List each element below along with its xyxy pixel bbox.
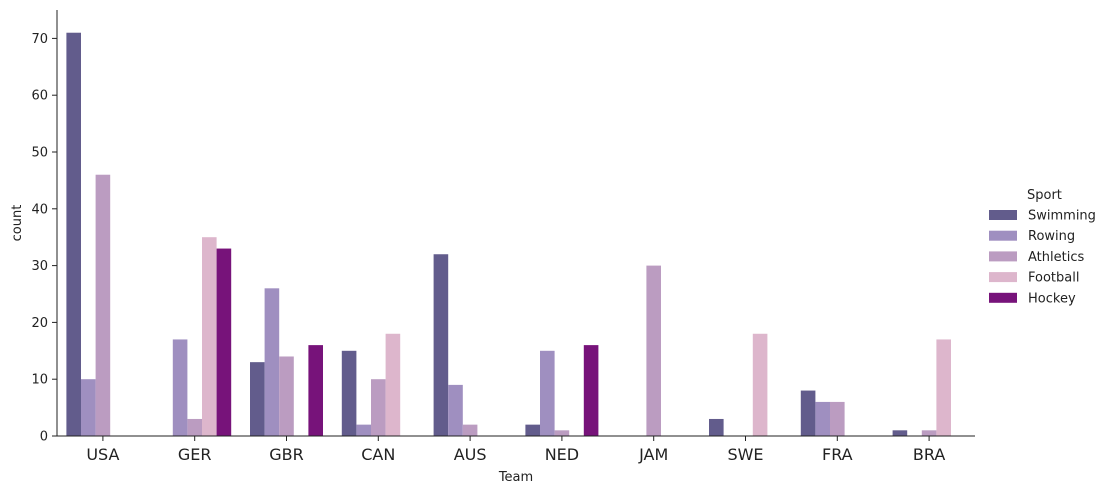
bar-football-bra [936, 339, 951, 436]
legend-swatch-swimming [989, 210, 1017, 220]
legend-swatch-athletics [989, 251, 1017, 262]
x-tick-label: JAM [638, 445, 668, 464]
y-tick-label: 60 [31, 89, 48, 104]
x-tick-label: NED [545, 445, 579, 464]
bar-hockey-ger [216, 248, 232, 436]
bar-swimming-fra [800, 390, 816, 436]
bar-football-ger [202, 237, 217, 436]
y-tick-label: 30 [31, 259, 48, 274]
legend-title: Sport [1027, 188, 1062, 203]
x-tick-label: AUS [454, 445, 487, 464]
legend-label-football: Football [1028, 271, 1079, 286]
bar-athletics-bra [921, 430, 937, 436]
bar-hockey-gbr [308, 345, 323, 436]
y-axis-ticks: 0 10 20 30 40 50 60 70 [31, 32, 57, 445]
x-axis-label: Team [498, 470, 533, 485]
y-tick-label: 40 [31, 202, 48, 217]
bar-swimming-aus [433, 254, 449, 436]
bar-athletics-ger [187, 418, 202, 436]
y-tick-label: 0 [40, 430, 48, 445]
x-tick-label: GER [178, 445, 212, 464]
y-tick-label: 20 [31, 316, 48, 331]
x-tick-label: GBR [269, 445, 304, 464]
bar-football-can [385, 333, 401, 436]
bar-rowing-aus [448, 384, 463, 436]
bar-rowing-ned [540, 350, 555, 436]
y-tick-label: 70 [31, 32, 48, 47]
bar-swimming-gbr [250, 362, 265, 436]
x-tick-label: BRA [913, 445, 945, 464]
bar-football-swe [752, 333, 768, 436]
bar-athletics-usa [95, 174, 111, 436]
bar-athletics-ned [554, 430, 570, 436]
y-tick-label: 50 [31, 146, 48, 161]
bar-swimming-usa [66, 32, 81, 436]
legend-swatch-hockey [989, 292, 1017, 303]
bars-layer [66, 32, 951, 436]
x-tick-label: USA [86, 445, 119, 464]
bar-rowing-gbr [264, 288, 280, 436]
bar-rowing-usa [81, 379, 96, 436]
legend-swatch-football [989, 272, 1017, 283]
legend-label-swimming: Swimming [1028, 209, 1096, 224]
bar-swimming-can [341, 350, 357, 436]
x-tick-label: CAN [361, 445, 395, 464]
bar-swimming-swe [709, 418, 724, 436]
bar-athletics-jam [646, 265, 661, 436]
bar-rowing-fra [815, 401, 830, 436]
bar-hockey-ned [583, 345, 599, 436]
legend-swatch-rowing [989, 230, 1017, 241]
y-tick-label: 10 [31, 373, 48, 388]
bar-swimming-ned [525, 424, 540, 436]
x-tick-label: SWE [727, 445, 763, 464]
bar-swimming-bra [892, 430, 908, 436]
bar-athletics-can [371, 379, 386, 436]
bar-athletics-aus [462, 424, 478, 436]
legend-label-hockey: Hockey [1028, 291, 1076, 306]
legend: Sport Swimming Rowing Athletics Football Hoc… [989, 188, 1096, 306]
bar-athletics-fra [830, 401, 845, 436]
bar-rowing-can [356, 424, 371, 436]
x-axis-ticks: USA GER GBR CAN AUS NED JAM SWE FRA BRA [86, 436, 945, 464]
y-axis-label: count [10, 205, 25, 242]
legend-label-rowing: Rowing [1028, 229, 1075, 244]
bar-athletics-gbr [279, 356, 294, 436]
x-tick-label: FRA [822, 445, 853, 464]
bar-rowing-ger [172, 339, 188, 436]
legend-label-athletics: Athletics [1028, 250, 1084, 265]
